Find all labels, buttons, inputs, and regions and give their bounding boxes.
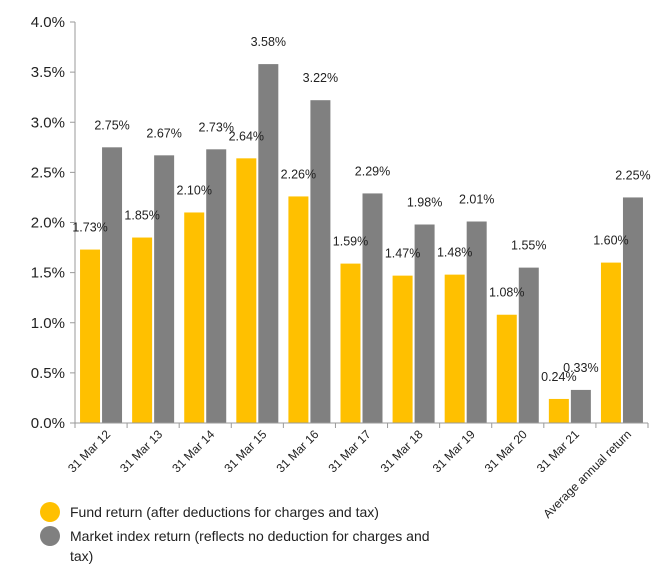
data-label-market: 1.98%	[407, 196, 442, 210]
bar-fund	[548, 398, 569, 423]
y-tick-label: 0.0%	[31, 415, 65, 432]
data-label-fund: 2.10%	[177, 183, 212, 197]
bar-fund	[132, 237, 153, 423]
data-label-market: 2.73%	[199, 120, 234, 134]
data-label-market: 2.29%	[355, 164, 390, 178]
x-tick-label: 31 Mar 12	[65, 427, 113, 475]
legend-swatch-market	[40, 526, 60, 546]
bar-fund	[444, 274, 465, 423]
bar-market	[310, 100, 331, 423]
bar-market	[258, 64, 279, 423]
legend-label-fund: Fund return (after deductions for charge…	[70, 504, 379, 520]
bar-market	[466, 221, 487, 423]
bar-market	[154, 155, 175, 423]
y-tick-label: 1.0%	[31, 315, 65, 332]
bar-market	[362, 193, 383, 423]
data-label-fund: 1.73%	[72, 221, 107, 235]
data-label-market: 2.01%	[459, 192, 494, 206]
data-label-fund: 1.60%	[593, 234, 628, 248]
bar-market	[518, 267, 539, 423]
data-label-market: 0.33%	[563, 361, 598, 375]
data-label-fund: 1.85%	[124, 209, 159, 223]
data-label-market: 2.25%	[615, 168, 650, 182]
data-label-fund: 1.08%	[489, 286, 524, 300]
data-label-fund: 1.47%	[385, 247, 420, 261]
legend-label-market: Market index return (reflects no deducti…	[70, 528, 430, 564]
data-label-fund: 1.48%	[437, 246, 472, 260]
x-tick-label: 31 Mar 17	[326, 427, 374, 475]
x-tick-label: 31 Mar 21	[534, 427, 582, 475]
x-tick-label: 31 Mar 18	[378, 427, 426, 475]
y-tick-label: 2.5%	[31, 164, 65, 181]
y-tick-label: 4.0%	[31, 14, 65, 31]
y-tick-label: 3.5%	[31, 64, 65, 81]
legend-item-market: Market index return (reflects no deducti…	[40, 526, 460, 566]
data-label-fund: 2.64%	[229, 129, 264, 143]
data-label-market: 2.67%	[146, 126, 181, 140]
legend: Fund return (after deductions for charge…	[40, 502, 460, 570]
bar-market	[206, 149, 227, 423]
data-labels: 1.73% 1.85% 2.10% 2.64% 2.26% 1.59% 1.47% 1.48%…	[72, 35, 650, 384]
y-tick-label: 1.5%	[31, 265, 65, 282]
bar-fund	[340, 263, 361, 423]
y-tick-label: 0.5%	[31, 365, 65, 382]
data-label-fund: 0.24%	[541, 370, 576, 384]
bar-market	[414, 224, 435, 423]
y-tick-label: 3.0%	[31, 114, 65, 131]
data-label-fund: 1.59%	[333, 235, 368, 249]
data-label-market: 3.58%	[251, 35, 286, 49]
x-tick-label: 31 Mar 19	[430, 427, 478, 475]
legend-item-fund: Fund return (after deductions for charge…	[40, 502, 460, 522]
bar-fund	[496, 314, 517, 423]
x-tick-label: 31 Mar 15	[221, 427, 269, 475]
x-tick-label: Average annual return	[540, 427, 634, 521]
bar-fund	[80, 249, 101, 423]
y-tick-label: 2.0%	[31, 215, 65, 232]
bar-fund	[288, 196, 309, 423]
data-label-market: 2.75%	[94, 118, 129, 132]
legend-swatch-fund	[40, 502, 60, 522]
bars	[80, 64, 643, 423]
bar-market	[622, 197, 643, 423]
x-tick-label: 31 Mar 13	[117, 427, 165, 475]
bar-fund	[392, 275, 413, 423]
data-label-market: 1.55%	[511, 239, 546, 253]
data-label-market: 3.22%	[303, 71, 338, 85]
data-label-fund: 2.26%	[281, 167, 316, 181]
bar-fund	[600, 262, 621, 423]
x-tick-label: 31 Mar 16	[273, 427, 321, 475]
bar-market	[570, 389, 591, 423]
y-axis: 0.0% 0.5% 1.0% 1.5% 2.0% 2.5% 3.0% 3.5% 4.0%	[31, 14, 76, 432]
bar-fund	[236, 158, 257, 423]
x-tick-label: 31 Mar 20	[482, 427, 530, 475]
bar-fund	[184, 212, 205, 423]
x-tick-label: 31 Mar 14	[169, 427, 217, 475]
bar-market	[102, 147, 123, 423]
